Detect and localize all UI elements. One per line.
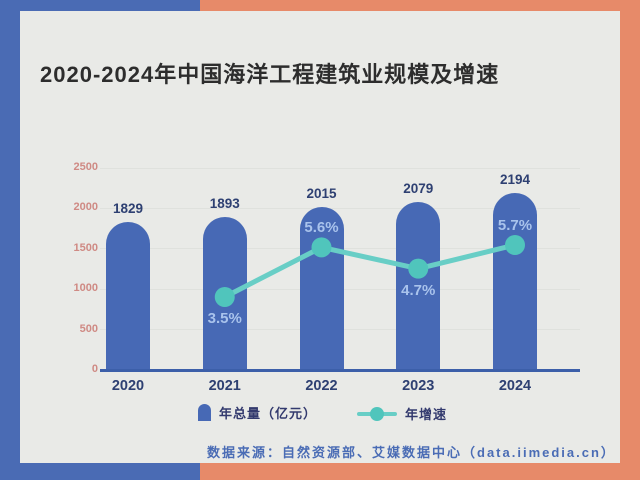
bar-value-label: 2015 — [306, 186, 337, 202]
y-axis-tick-label: 2500 — [73, 161, 98, 173]
page-title: 2020-2024年中国海洋工程建筑业规模及增速 — [40, 62, 500, 87]
legend-item-total: 年总量（亿元） — [198, 403, 317, 422]
bar-value-label: 1893 — [209, 196, 240, 212]
chart-card: 2020-2024年中国海洋工程建筑业规模及增速 0 500 1000 1500 200… — [20, 11, 620, 463]
bar-2021 — [202, 217, 247, 370]
y-axis-tick-label: 0 — [91, 363, 98, 375]
legend-item-growth: 年增速 — [357, 404, 447, 423]
y-axis-tick-label: 1000 — [73, 282, 98, 295]
chart-legend: 年总量（亿元） 年增速 — [20, 401, 620, 425]
bar-value-label: 2194 — [499, 171, 531, 187]
gridline — [100, 167, 580, 169]
growth-percent-label: 3.5% — [207, 310, 242, 327]
chart: 0 500 1000 1500 2000 2500 1829 2020 1893 2021 2015… — [20, 11, 620, 463]
y-axis-tick-label: 2000 — [73, 201, 98, 214]
growth-percent-label: 4.7% — [401, 281, 436, 299]
x-axis-label: 2020 — [111, 378, 145, 394]
bar-value-label: 1829 — [112, 201, 144, 217]
y-axis-tick-label: 500 — [79, 322, 98, 335]
x-axis-label: 2024 — [498, 378, 532, 394]
legend-bar-label: 年总量（亿元） — [219, 406, 318, 421]
growth-percent-label: 5.6% — [304, 219, 339, 237]
source-note: 数据来源：自然资源部、艾媒数据中心（data.iimedia.cn） — [207, 445, 616, 460]
x-axis-label: 2021 — [208, 378, 241, 394]
line-series-icon — [357, 406, 397, 421]
x-axis-line — [100, 369, 580, 372]
growth-percent-label: 5.7% — [497, 217, 533, 234]
bar-2020 — [106, 222, 150, 370]
y-axis-tick-label: 1500 — [73, 241, 98, 254]
legend-line-label: 年增速 — [405, 407, 448, 422]
gridline — [100, 207, 580, 209]
bar-value-label: 2079 — [403, 181, 434, 197]
bar-series-icon — [198, 404, 211, 421]
x-axis-label: 2022 — [305, 378, 338, 394]
x-axis-label: 2023 — [402, 378, 435, 394]
